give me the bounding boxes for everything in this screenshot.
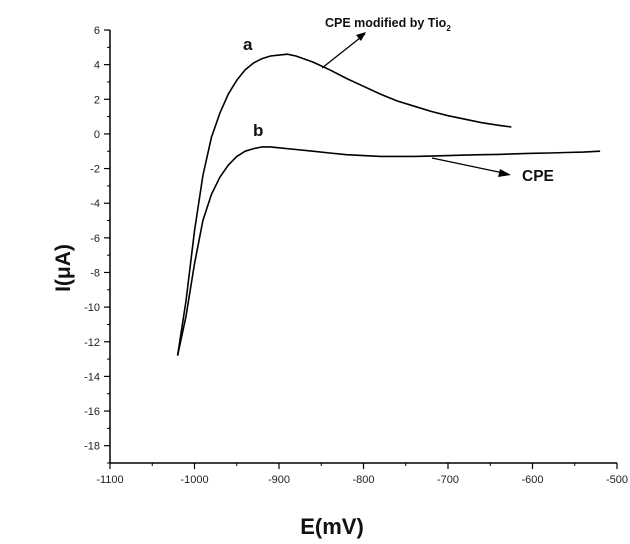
- y-tick-label: -2: [90, 164, 100, 176]
- y-tick-label: -18: [84, 441, 100, 453]
- annotation-cpe: CPE: [522, 168, 554, 185]
- x-tick-label: -600: [521, 474, 543, 486]
- y-tick-label: -6: [90, 233, 100, 245]
- y-tick-label: -16: [84, 406, 100, 418]
- y-tick-label: 6: [94, 25, 100, 37]
- y-axis: 6 4 2 0 -2 -4 -6 -8 -10 -12 -14 -16 -18: [84, 25, 111, 464]
- x-tick-label: -900: [268, 474, 290, 486]
- annotation-subscript: 2: [446, 24, 451, 33]
- y-tick-label: -12: [84, 337, 100, 349]
- y-axis-label: I(μA): [52, 244, 75, 292]
- series-line-b: [176, 146, 601, 356]
- x-tick-label: -1100: [96, 474, 123, 486]
- x-tick-label: -700: [437, 474, 459, 486]
- series-layer: [176, 53, 601, 356]
- y-tick-label: 2: [94, 94, 100, 106]
- curve-b-label: b: [253, 121, 263, 140]
- series-line-a: [176, 53, 512, 356]
- x-tick-label: -1000: [180, 474, 208, 486]
- annotation-arrow-a: [321, 32, 366, 69]
- x-tick-label: -500: [606, 474, 628, 486]
- y-tick-label: 0: [94, 129, 100, 141]
- y-tick-label: -4: [90, 198, 100, 210]
- x-tick-label: -800: [352, 474, 374, 486]
- annotation-arrow-b: [431, 157, 511, 177]
- curve-a-label: a: [243, 35, 253, 54]
- x-axis-label: E(mV): [300, 514, 364, 539]
- y-tick-label: -10: [84, 302, 100, 314]
- y-tick-label: -8: [90, 267, 100, 279]
- annotation-cpe-modified-text: CPE modified by Tio: [325, 16, 447, 30]
- x-axis: -1100 -1000 -900 -800 -700 -600 -500: [96, 462, 628, 486]
- y-tick-label: 4: [94, 60, 100, 72]
- y-tick-label: -14: [84, 371, 100, 383]
- annotation-cpe-modified: CPE modified by Tio2: [325, 16, 451, 33]
